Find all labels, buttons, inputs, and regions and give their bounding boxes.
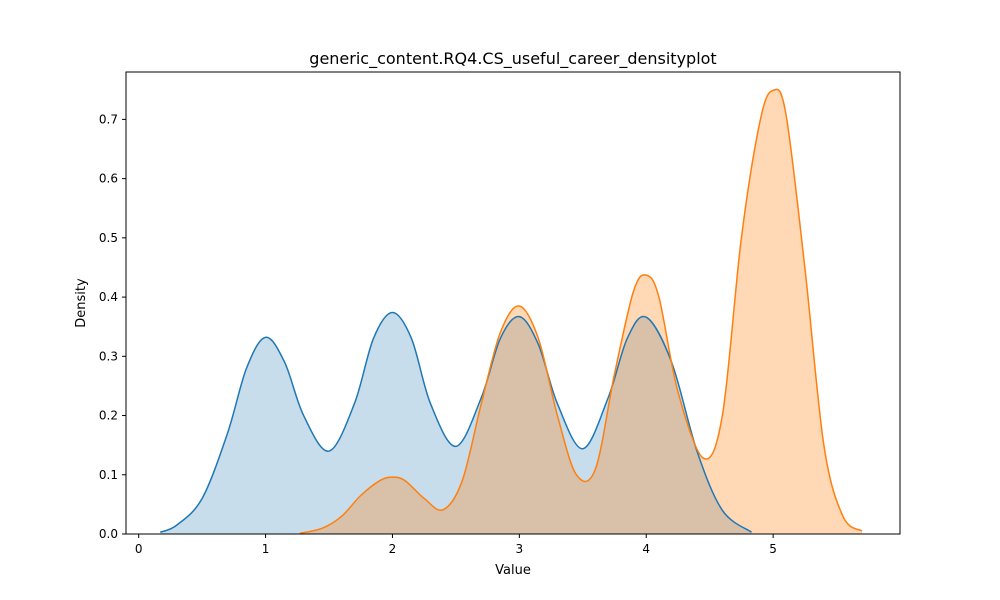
y-tick-label: 0.3 — [99, 349, 118, 363]
chart-title: generic_content.RQ4.CS_useful_career_den… — [309, 49, 716, 69]
plot-frame — [125, 71, 901, 535]
x-tick-label: 3 — [516, 542, 524, 556]
y-tick-label: 0.1 — [99, 468, 118, 482]
y-tick-label: 0.6 — [99, 172, 118, 186]
y-tick-label: 0.0 — [99, 527, 118, 541]
x-tick-label: 0 — [135, 542, 143, 556]
y-tick-label: 0.7 — [99, 112, 118, 126]
y-axis-label: Density — [74, 278, 89, 328]
x-tick-label: 2 — [389, 542, 397, 556]
x-axis-label: Value — [495, 563, 531, 578]
y-tick-label: 0.5 — [99, 231, 118, 245]
y-tick-label: 0.2 — [99, 409, 118, 423]
x-tick-label: 1 — [262, 542, 270, 556]
y-axis-ticks: 0.0 0.1 0.2 0.3 0.4 0.5 0.6 0.7 — [99, 112, 126, 541]
density-line-series-1 — [159, 311, 752, 533]
density-lines — [159, 88, 863, 535]
x-tick-label: 5 — [769, 542, 777, 556]
density-line-series-2 — [299, 88, 863, 535]
x-axis-ticks: 0 1 2 3 4 5 — [135, 534, 777, 556]
x-tick-label: 4 — [642, 542, 650, 556]
density-area-series-1 — [160, 312, 752, 534]
y-tick-label: 0.4 — [99, 290, 118, 304]
